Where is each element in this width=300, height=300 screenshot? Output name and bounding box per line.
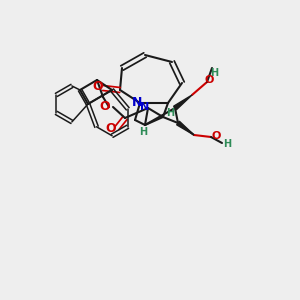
- Text: O: O: [204, 75, 214, 85]
- Text: H: H: [210, 68, 218, 78]
- Text: N: N: [140, 102, 150, 112]
- Text: H: H: [166, 108, 174, 118]
- Polygon shape: [177, 121, 194, 135]
- Text: O: O: [106, 122, 116, 136]
- Text: H: H: [139, 127, 147, 137]
- Polygon shape: [174, 95, 192, 110]
- Text: O: O: [93, 80, 103, 94]
- Text: O: O: [100, 100, 110, 112]
- Text: H: H: [223, 139, 231, 149]
- Text: O: O: [211, 131, 221, 141]
- Text: N: N: [132, 95, 142, 109]
